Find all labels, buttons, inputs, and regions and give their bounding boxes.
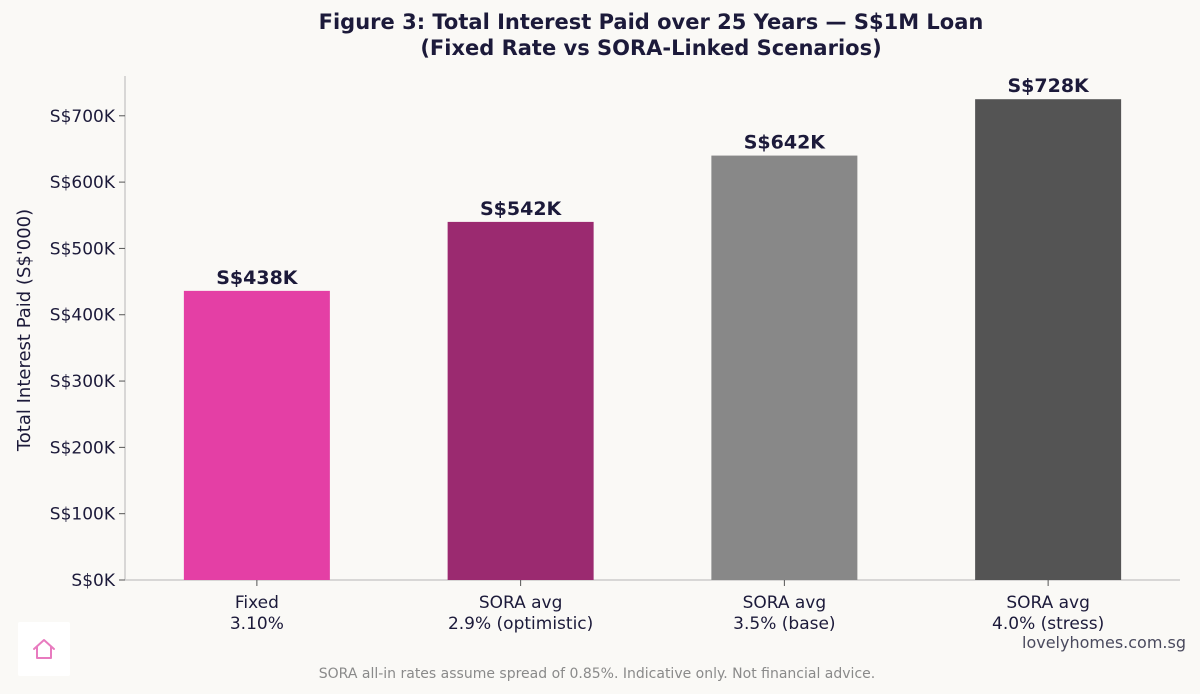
x-tick-label: 3.5% (base) <box>733 614 835 634</box>
bar-data-label: S$438K <box>216 267 299 289</box>
y-tick-label: S$400K <box>50 306 116 326</box>
bar <box>975 99 1122 581</box>
chart-subtitle: (Fixed Rate vs SORA-Linked Scenarios) <box>420 36 881 60</box>
x-tick-label: 2.9% (optimistic) <box>448 614 593 634</box>
y-axis-label: Total Interest Paid (S$'000) <box>14 209 35 452</box>
house-icon <box>33 639 55 659</box>
bar-data-label: S$728K <box>1007 75 1090 97</box>
x-tick-label: SORA avg <box>1006 593 1090 613</box>
x-tick-label: SORA avg <box>479 593 563 613</box>
y-tick-label: S$200K <box>50 438 116 458</box>
logo <box>18 622 70 676</box>
footnote: SORA all-in rates assume spread of 0.85%… <box>319 666 875 682</box>
brand-text: lovelyhomes.com.sg <box>1022 633 1186 652</box>
x-tick-label: 3.10% <box>230 614 284 634</box>
x-tick-label: 4.0% (stress) <box>992 614 1104 634</box>
y-tick-label: S$100K <box>50 505 116 525</box>
y-tick-label: S$0K <box>71 571 115 591</box>
bar <box>447 221 594 581</box>
bar-data-label: S$642K <box>744 132 827 154</box>
y-tick-label: S$500K <box>50 239 116 259</box>
y-tick-label: S$600K <box>50 173 116 193</box>
x-tick-label: SORA avg <box>743 593 827 613</box>
y-tick-label: S$700K <box>50 107 116 127</box>
chart-title: Figure 3: Total Interest Paid over 25 Ye… <box>319 10 984 34</box>
bar-data-label: S$542K <box>480 198 563 220</box>
bar <box>183 290 330 580</box>
y-tick-label: S$300K <box>50 372 116 392</box>
x-tick-label: Fixed <box>235 593 279 613</box>
bar <box>711 155 858 580</box>
plot-area: S$0K S$100K S$200K S$300K S$400K S$500K S$600K… <box>50 75 1180 634</box>
